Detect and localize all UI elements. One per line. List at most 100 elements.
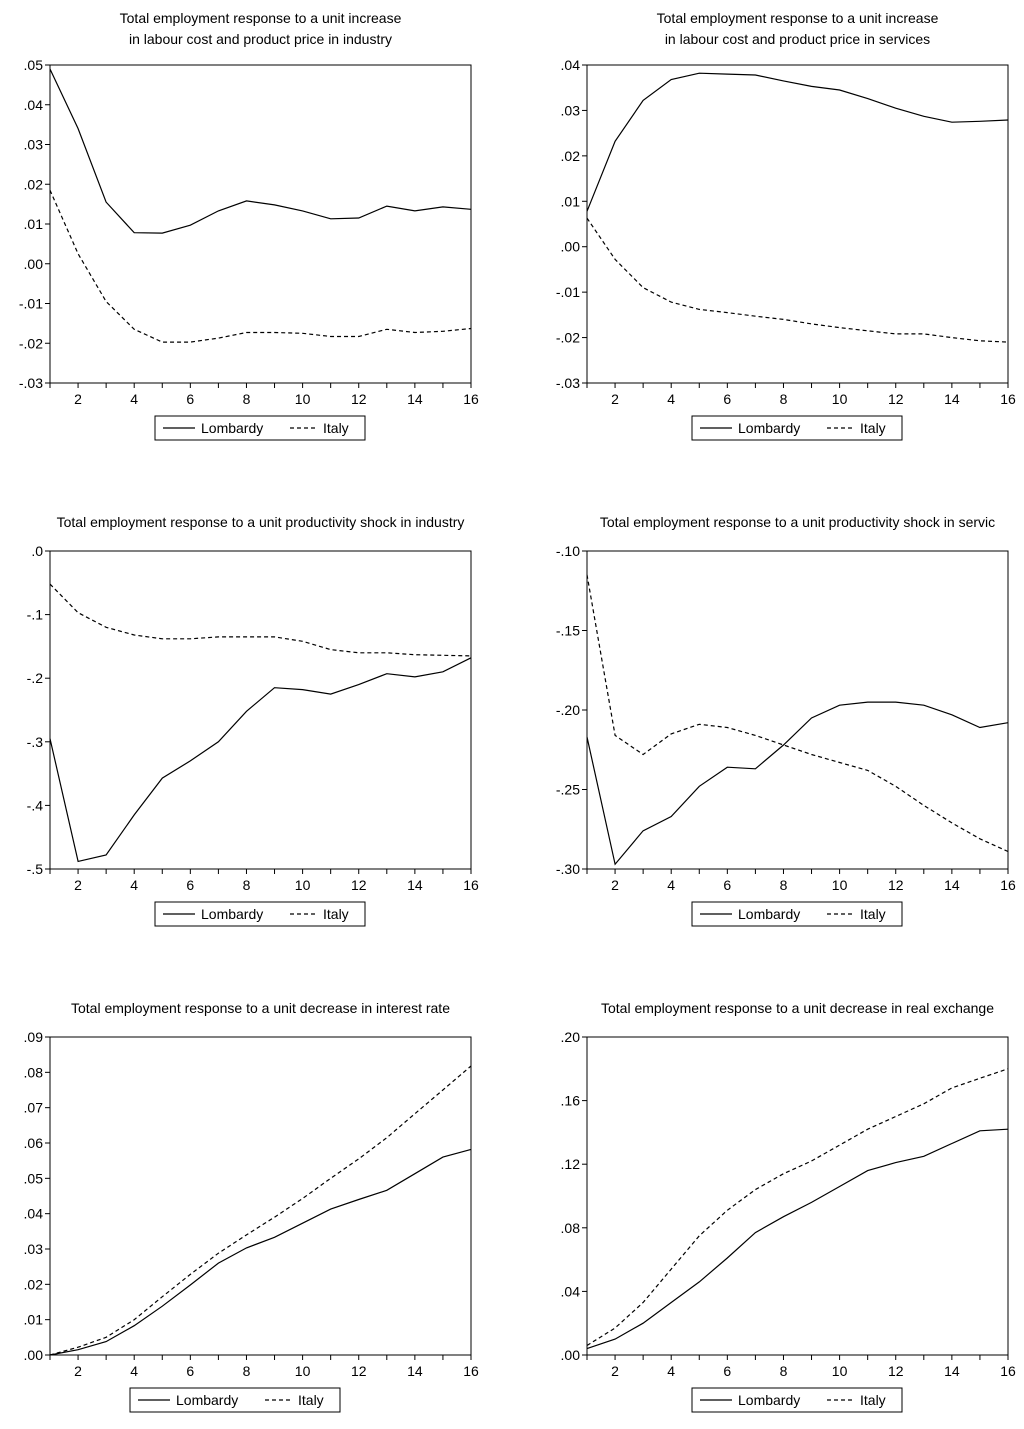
legend-label-lombardy: Lombardy bbox=[738, 906, 800, 922]
y-tick-label: .00 bbox=[561, 1347, 581, 1363]
x-tick-label: 6 bbox=[723, 1363, 731, 1379]
x-tick-label: 8 bbox=[780, 1363, 788, 1379]
y-tick-label: .09 bbox=[24, 1029, 44, 1045]
x-tick-label: 6 bbox=[186, 1363, 194, 1379]
series-line-lombardy bbox=[586, 72, 1009, 212]
y-tick-label: .05 bbox=[24, 57, 44, 73]
y-tick-label: .06 bbox=[24, 1135, 44, 1151]
y-tick-label: .00 bbox=[24, 1347, 44, 1363]
y-tick-label: .03 bbox=[24, 137, 44, 153]
y-tick-label: .20 bbox=[561, 1029, 581, 1045]
x-tick-label: 8 bbox=[780, 391, 788, 407]
y-tick-label: .04 bbox=[24, 97, 44, 113]
y-tick-label: .02 bbox=[561, 148, 581, 164]
plot-frame bbox=[586, 1036, 1009, 1356]
y-tick-label: .03 bbox=[561, 102, 581, 118]
x-tick-label: 14 bbox=[407, 1363, 423, 1379]
y-tick-label: .12 bbox=[561, 1156, 581, 1172]
series-line-lombardy bbox=[49, 68, 472, 234]
legend-box bbox=[691, 415, 903, 441]
x-tick-label: 16 bbox=[463, 1363, 479, 1379]
x-tick-label: 2 bbox=[611, 391, 619, 407]
legend-label-lombardy: Lombardy bbox=[201, 906, 263, 922]
chart-title: in labour cost and product price in indu… bbox=[129, 31, 392, 47]
series-line-lombardy bbox=[586, 1128, 1009, 1350]
legend-label-italy: Italy bbox=[860, 906, 886, 922]
x-tick-label: 4 bbox=[130, 877, 138, 893]
y-tick-label: -.02 bbox=[19, 335, 43, 351]
chart-title: Total employment response to a unit incr… bbox=[657, 10, 939, 26]
legend-label-italy: Italy bbox=[323, 420, 349, 436]
y-tick-label: -.01 bbox=[556, 284, 580, 300]
x-tick-label: 2 bbox=[611, 877, 619, 893]
x-tick-label: 2 bbox=[74, 1363, 82, 1379]
series-line-italy bbox=[586, 1068, 1009, 1347]
legend-label-lombardy: Lombardy bbox=[176, 1392, 238, 1408]
plot-frame bbox=[586, 64, 1009, 384]
y-tick-label: .08 bbox=[561, 1220, 581, 1236]
x-tick-label: 2 bbox=[74, 391, 82, 407]
x-tick-label: 4 bbox=[130, 1363, 138, 1379]
x-tick-label: 6 bbox=[186, 877, 194, 893]
plot-frame bbox=[586, 550, 1009, 870]
x-tick-label: 8 bbox=[243, 877, 251, 893]
chart-panel-2: Total employment response to a unit incr… bbox=[556, 10, 1016, 441]
y-tick-label: .07 bbox=[24, 1100, 44, 1116]
y-tick-label: -.02 bbox=[556, 330, 580, 346]
series-line-italy bbox=[586, 574, 1009, 853]
series-line-italy bbox=[49, 583, 472, 657]
y-tick-label: -.03 bbox=[19, 375, 43, 391]
legend-label-italy: Italy bbox=[323, 906, 349, 922]
y-tick-label: .01 bbox=[561, 193, 581, 209]
y-tick-label: -.15 bbox=[556, 623, 580, 639]
y-tick-label: -.25 bbox=[556, 782, 580, 798]
y-tick-label: .02 bbox=[24, 176, 44, 192]
y-tick-label: .01 bbox=[24, 1312, 44, 1328]
legend-label-italy: Italy bbox=[860, 420, 886, 436]
chart-panel-5: Total employment response to a unit decr… bbox=[24, 1000, 479, 1413]
y-tick-label: -.1 bbox=[27, 607, 44, 623]
x-tick-label: 4 bbox=[667, 1363, 675, 1379]
x-tick-label: 8 bbox=[243, 1363, 251, 1379]
legend: Lombardy Italy bbox=[691, 415, 903, 441]
chart-panel-4: Total employment response to a unit prod… bbox=[556, 514, 1016, 927]
x-tick-label: 8 bbox=[780, 877, 788, 893]
x-tick-label: 6 bbox=[186, 391, 194, 407]
x-tick-label: 12 bbox=[351, 391, 367, 407]
chart-panel-6: Total employment response to a unit decr… bbox=[561, 1000, 1016, 1413]
x-tick-label: 6 bbox=[723, 391, 731, 407]
x-tick-label: 14 bbox=[944, 877, 960, 893]
chart-title: Total employment response to a unit decr… bbox=[601, 1000, 994, 1016]
x-tick-label: 14 bbox=[944, 1363, 960, 1379]
x-tick-label: 10 bbox=[832, 1363, 848, 1379]
series-line-lombardy bbox=[586, 701, 1009, 866]
y-tick-label: .00 bbox=[561, 239, 581, 255]
series-line-lombardy bbox=[49, 657, 472, 863]
plot-frame bbox=[49, 1036, 472, 1356]
x-tick-label: 6 bbox=[723, 877, 731, 893]
y-tick-label: .05 bbox=[24, 1170, 44, 1186]
legend: Lombardy Italy bbox=[129, 1387, 341, 1413]
x-tick-label: 10 bbox=[832, 391, 848, 407]
legend-label-lombardy: Lombardy bbox=[201, 420, 263, 436]
legend: Lombardy Italy bbox=[154, 901, 366, 927]
x-tick-label: 4 bbox=[667, 877, 675, 893]
y-tick-label: -.30 bbox=[556, 861, 580, 877]
y-tick-label: -.10 bbox=[556, 543, 580, 559]
series-line-italy bbox=[49, 189, 472, 343]
legend: Lombardy Italy bbox=[691, 1387, 903, 1413]
x-tick-label: 10 bbox=[295, 391, 311, 407]
x-tick-label: 16 bbox=[1000, 391, 1016, 407]
chart-title: Total employment response to a unit incr… bbox=[120, 10, 402, 26]
chart-title: in labour cost and product price in serv… bbox=[665, 31, 930, 47]
y-tick-label: .02 bbox=[24, 1276, 44, 1292]
x-tick-label: 16 bbox=[463, 877, 479, 893]
legend: Lombardy Italy bbox=[691, 901, 903, 927]
x-tick-label: 2 bbox=[611, 1363, 619, 1379]
y-tick-label: .04 bbox=[561, 1283, 581, 1299]
x-tick-label: 8 bbox=[243, 391, 251, 407]
y-tick-label: -.01 bbox=[19, 296, 43, 312]
y-tick-label: -.2 bbox=[27, 670, 44, 686]
chart-title: Total employment response to a unit decr… bbox=[71, 1000, 450, 1016]
